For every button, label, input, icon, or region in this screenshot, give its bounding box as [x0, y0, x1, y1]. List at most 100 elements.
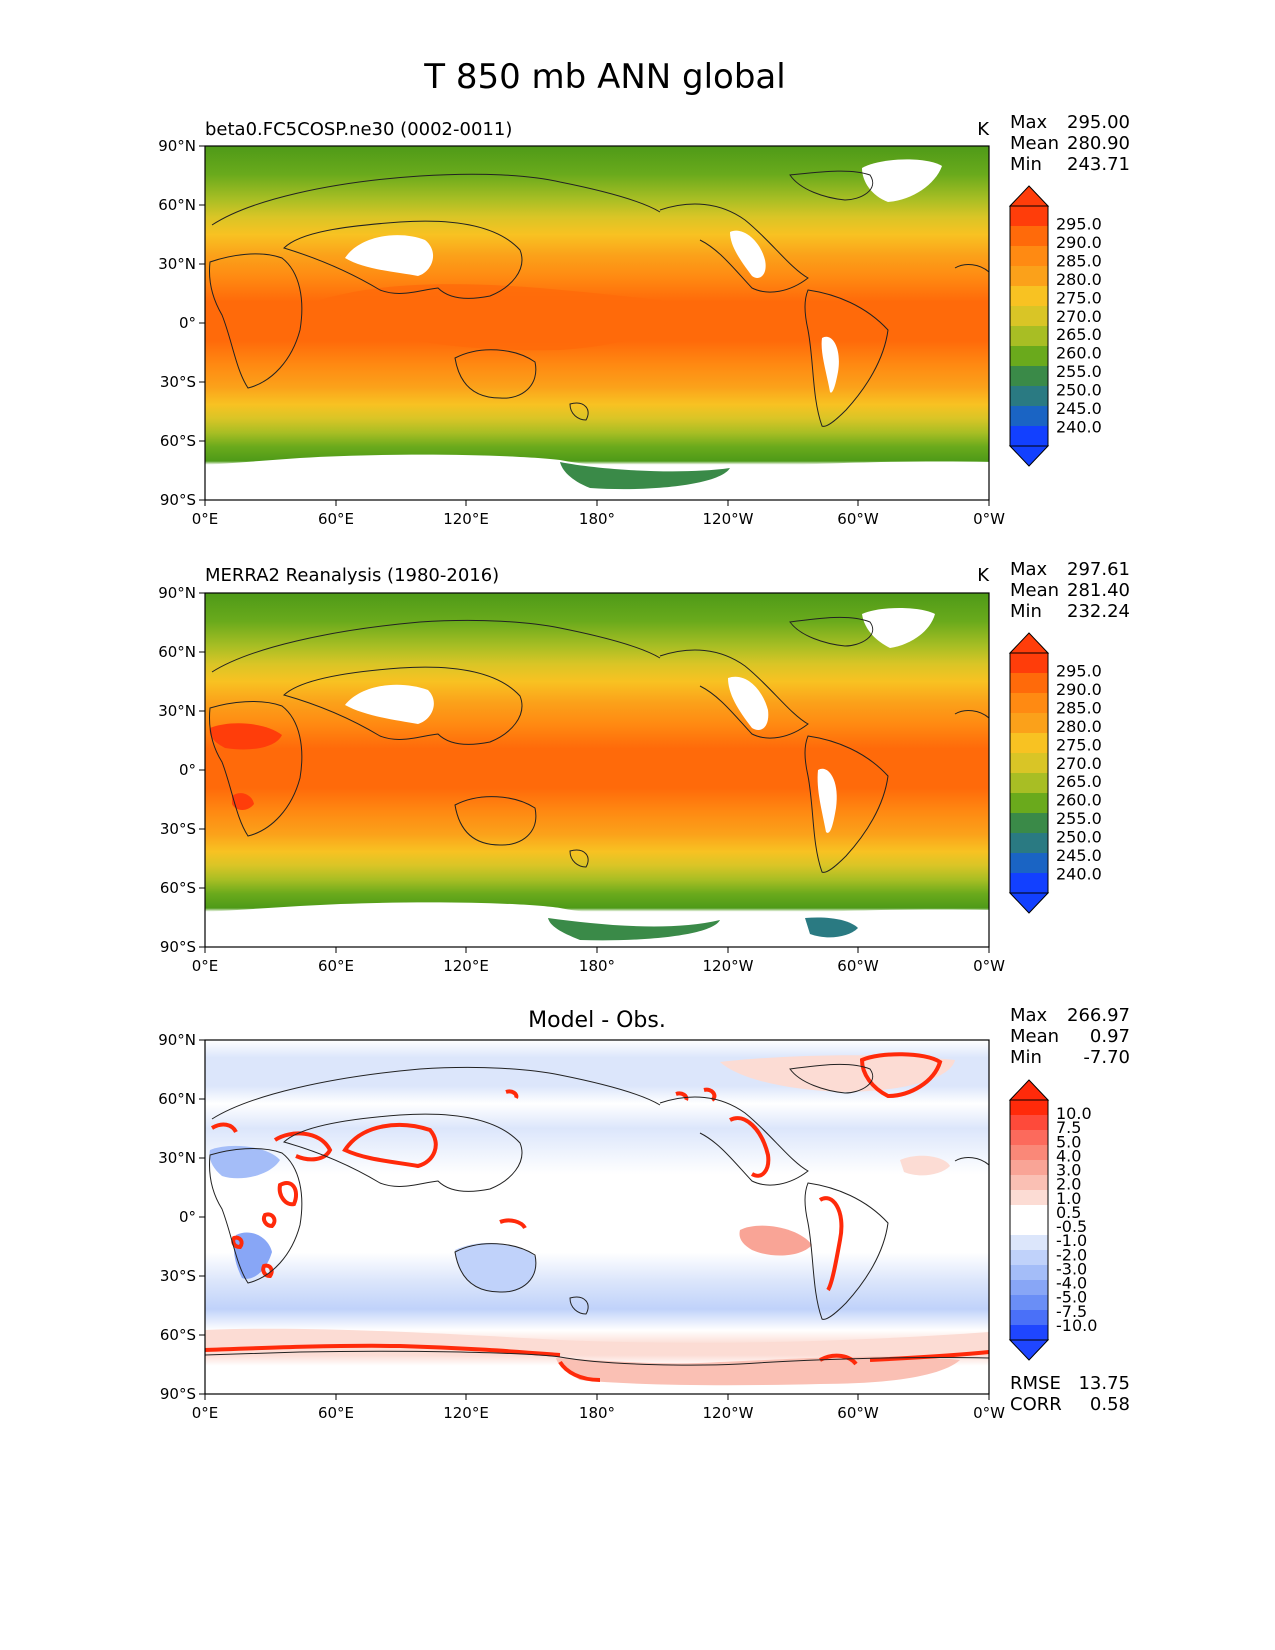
tibet-mask-model — [345, 235, 434, 276]
colorbar-level-label: 295.0 — [1056, 661, 1102, 680]
colorbar-swatch — [1010, 713, 1048, 734]
colorbar-swatch — [1010, 1265, 1048, 1281]
colorbar-swatch — [1010, 226, 1048, 247]
colorbar-level-label: 250.0 — [1056, 381, 1102, 400]
colorbar-level-label: -3.0 — [1056, 1259, 1087, 1278]
metrics-diff: RMSE 13.75 CORR 0.58 — [1010, 1373, 1130, 1415]
lat-tick-label: 0° — [179, 1208, 196, 1226]
colorbar-level-label: 260.0 — [1056, 791, 1102, 810]
colorbar-swatch — [1010, 693, 1048, 714]
panel-diff: Model - Obs. — [158, 1005, 1130, 1422]
panel-obs: MERRA2 Reanalysis (1980-2016) K — [158, 559, 1130, 975]
colorbar-swatch — [1010, 1250, 1048, 1266]
atlantic-warm-diff — [900, 1155, 950, 1176]
colorbar-swatch — [1010, 1295, 1048, 1311]
lat-tick-label: 90°S — [160, 1385, 196, 1403]
stat-min-value: 232.24 — [1067, 601, 1130, 622]
lon-tick-label: 120°W — [703, 957, 754, 975]
colorbar-swatch — [1010, 346, 1048, 367]
colorbar-extend-min — [1008, 445, 1050, 467]
weddell-ice-obs — [805, 917, 858, 938]
stats-diff: Max 266.97 Mean 0.97 Min -7.70 — [1010, 1005, 1130, 1068]
lat-tick-label: 30°S — [160, 373, 196, 391]
lon-ticks-model: 0°E 60°E 120°E 180° 120°W 60°W 0°W — [192, 500, 1005, 528]
stat-max-label: Max — [1010, 1005, 1048, 1026]
colorbar-level-label: 255.0 — [1056, 362, 1102, 381]
colorbar-swatch — [1010, 733, 1048, 754]
stat-mean-label: Mean — [1010, 580, 1059, 601]
greenland-mask-obs — [862, 608, 935, 648]
colorbar-swatch — [1010, 1310, 1048, 1326]
lat-ticks-model: 90°N 60°N 30°N 0° 30°S 60°S 90°S — [158, 137, 205, 509]
stat-min-value: 243.71 — [1067, 154, 1130, 175]
tibet-mask-obs — [345, 684, 434, 724]
antarctic-warm-diff — [556, 1356, 960, 1386]
stat-min-value: -7.70 — [1083, 1047, 1130, 1068]
colorbar-level-label: 1.0 — [1056, 1189, 1081, 1208]
colorbar-swatch — [1010, 406, 1048, 427]
colorbar-level-label: 240.0 — [1056, 865, 1102, 884]
colorbar-level-label: 270.0 — [1056, 754, 1102, 773]
stats-obs: Max 297.61 Mean 281.40 Min 232.24 — [1010, 559, 1130, 622]
colorbar-level-label: 260.0 — [1056, 344, 1102, 363]
colorbar-level-label: 285.0 — [1056, 698, 1102, 717]
colorbar-extend-max — [1008, 1079, 1050, 1101]
colorbar-extend-min — [1008, 1339, 1050, 1361]
lat-tick-label: 0° — [179, 761, 196, 779]
colorbar-swatch — [1010, 286, 1048, 307]
colorbar-frame — [1009, 652, 1049, 894]
colorbar-swatch — [1010, 1190, 1048, 1206]
lat-tick-label: 30°N — [158, 702, 196, 720]
ross-ice-obs — [548, 918, 720, 941]
lat-tick-label: 90°N — [158, 137, 196, 155]
lon-tick-label: 120°W — [703, 1404, 754, 1422]
panel-obs-left-title: MERRA2 Reanalysis (1980-2016) — [205, 565, 499, 586]
colorbar-level-label: 280.0 — [1056, 717, 1102, 736]
lon-tick-label: 180° — [579, 510, 615, 528]
lon-tick-label: 0°W — [973, 1404, 1005, 1422]
colorbar-swatch — [1010, 1175, 1048, 1191]
lon-tick-label: 0°E — [192, 510, 219, 528]
lat-tick-label: 60°N — [158, 1090, 196, 1108]
lon-tick-label: 60°W — [837, 1404, 879, 1422]
colorbar-level-label: 275.0 — [1056, 288, 1102, 307]
lon-tick-label: 120°E — [443, 1404, 489, 1422]
colorbar-swatch — [1010, 1160, 1048, 1176]
colorbar-swatch — [1010, 1115, 1048, 1131]
colorbar-level-label: 280.0 — [1056, 270, 1102, 289]
colorbar-extend-max — [1008, 185, 1050, 207]
andes-mask-model — [821, 336, 839, 393]
lat-tick-label: 60°N — [158, 196, 196, 214]
lat-ticks-diff: 90°N 60°N 30°N 0° 30°S 60°S 90°S — [158, 1031, 205, 1403]
rockies-mask-obs — [728, 676, 769, 730]
panel-model-units: K — [977, 119, 990, 140]
kalahari-hot-obs — [232, 793, 254, 810]
colorbar-frame — [1009, 1099, 1049, 1341]
lat-tick-label: 30°S — [160, 820, 196, 838]
lat-tick-label: 90°N — [158, 1031, 196, 1049]
lat-tick-label: 60°S — [160, 879, 196, 897]
lat-tick-label: 30°N — [158, 255, 196, 273]
stat-max-value: 295.00 — [1067, 112, 1130, 133]
arctic-warm-diff — [720, 1055, 955, 1092]
lat-tick-label: 0° — [179, 314, 196, 332]
colorbar-level-label: 10.0 — [1056, 1104, 1092, 1123]
colorbar-swatch — [1010, 326, 1048, 347]
panel-diff-center-title: Model - Obs. — [528, 1008, 666, 1033]
colorbar-swatch — [1010, 1205, 1048, 1221]
colorbar-level-label: -1.0 — [1056, 1231, 1087, 1250]
colorbar-swatch — [1010, 1130, 1048, 1146]
colorbar-swatch — [1010, 266, 1048, 287]
lon-tick-label: 180° — [579, 1404, 615, 1422]
lon-tick-label: 60°E — [318, 957, 354, 975]
colorbar-swatch — [1010, 246, 1048, 267]
rmse-label: RMSE — [1010, 1373, 1061, 1394]
diff-hotspots — [204, 1052, 990, 1382]
colorbar-level-label: -0.5 — [1056, 1217, 1087, 1236]
colorbar-level-label: 255.0 — [1056, 809, 1102, 828]
colorbar-diff: 10.07.55.04.03.02.01.00.5-0.5-1.0-2.0-3.… — [1008, 1079, 1097, 1361]
corr-value: 0.58 — [1090, 1394, 1130, 1415]
panel-obs-units: K — [977, 565, 990, 586]
colorbar-level-label: 265.0 — [1056, 325, 1102, 344]
